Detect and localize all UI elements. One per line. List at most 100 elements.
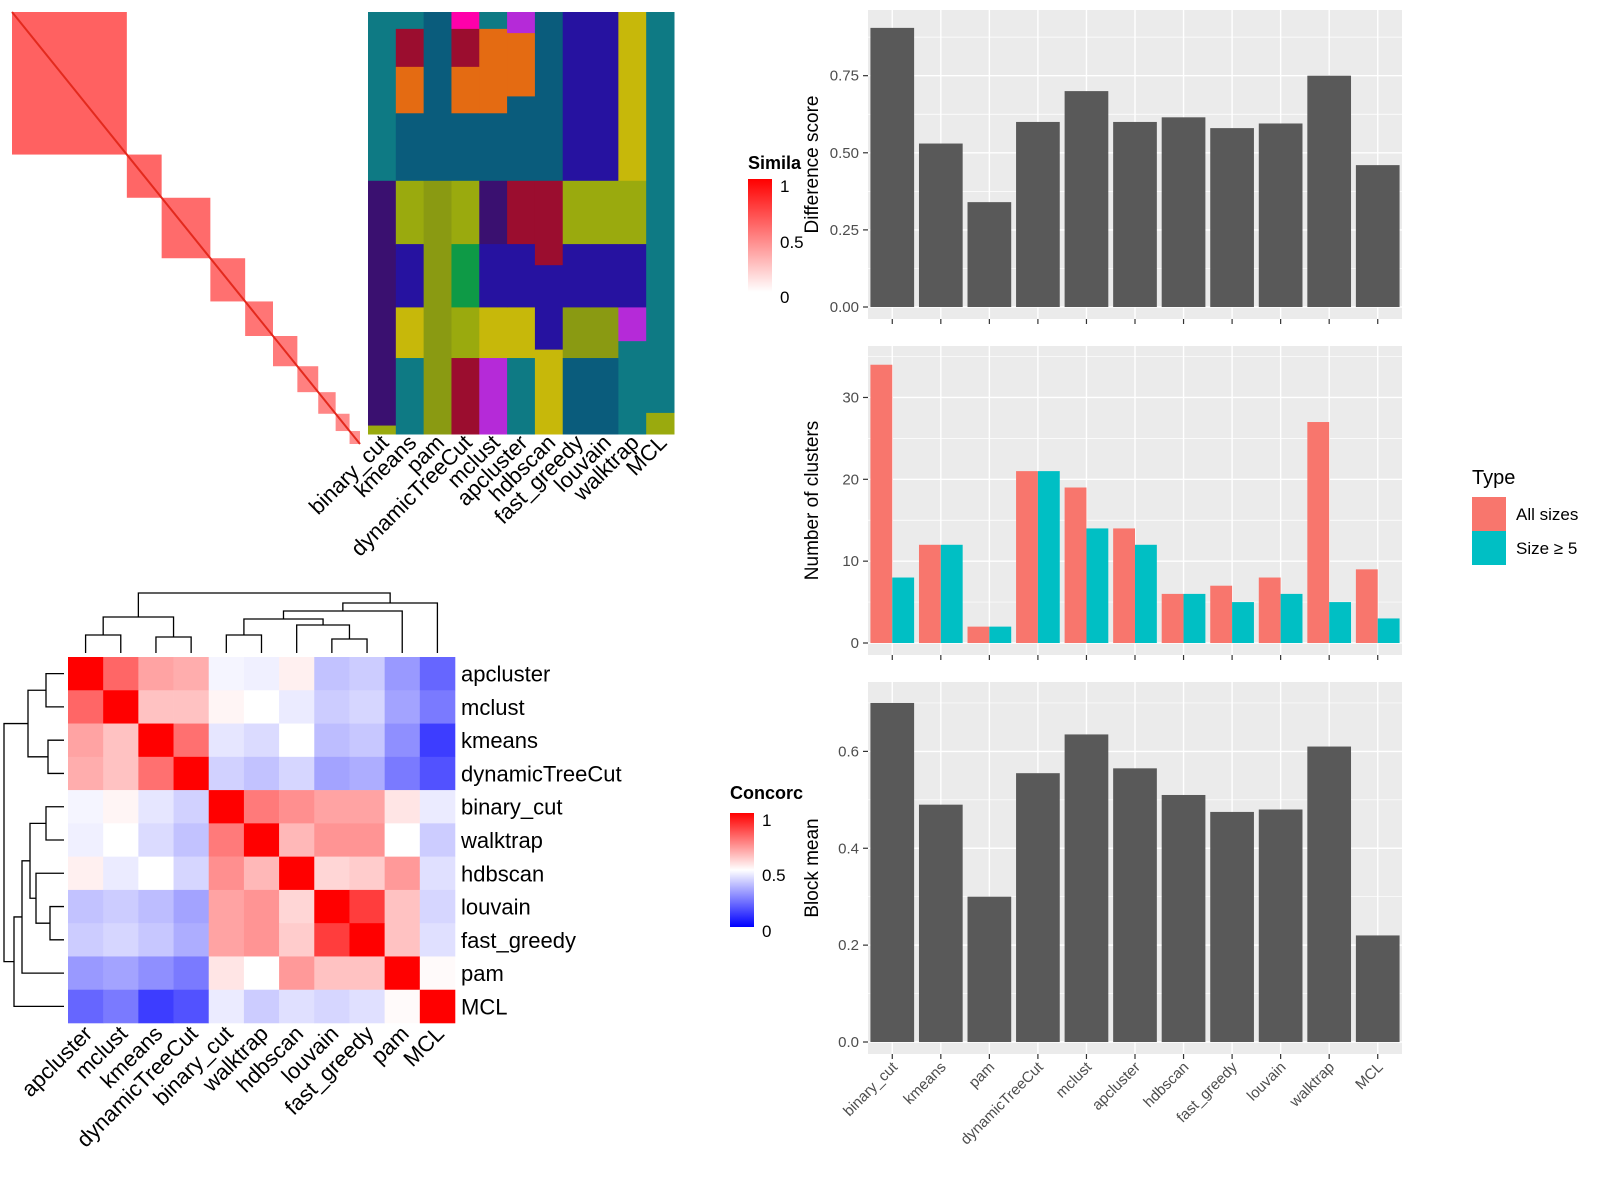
y-axis-title: Block mean (802, 818, 823, 917)
concordance-cell-kmeans-dynamicTreeCut (173, 723, 210, 758)
concordance-legend-colorbar (730, 813, 754, 927)
class-cell-pam (423, 12, 452, 182)
bar-louvain (1258, 123, 1303, 307)
y-tick-label: 0.0 (838, 1034, 859, 1051)
concordance-cell-binary_cut-binary_cut (208, 790, 245, 824)
concordance-cell-MCL-fast_greedy (349, 989, 385, 1024)
bar-mclust (1064, 734, 1109, 1042)
concordance-cell-mclust-dynamicTreeCut (173, 690, 210, 724)
concordance-cell-fast_greedy-louvain (314, 923, 350, 957)
concordance-cell-louvain-mclust (103, 889, 139, 924)
similarity-legend-title: Simila (748, 153, 802, 173)
concordance-cell-MCL-apcluster (68, 989, 104, 1024)
class-cell-dynamicTreeCut (451, 66, 480, 114)
class-cell-walktrap (618, 12, 647, 182)
concordance-cell-pam-walktrap (243, 956, 280, 991)
class-cell-fast_greedy (562, 12, 592, 182)
dendrogram-branch (21, 860, 64, 974)
bar-size-ge-5-binary_cut (892, 577, 915, 643)
bar-pam (967, 896, 1012, 1042)
class-cell-walktrap (618, 341, 647, 435)
x-tick-label: mclust (1053, 1058, 1096, 1101)
concordance-cell-mclust-hdbscan (279, 690, 315, 724)
concordance-row-label: binary_cut (461, 795, 563, 820)
class-cell-dynamicTreeCut (451, 244, 480, 308)
class-cell-dynamicTreeCut (451, 307, 480, 359)
bar-size-ge-5-louvain (1280, 593, 1303, 643)
bar-walktrap (1307, 746, 1352, 1042)
concordance-cell-binary_cut-dynamicTreeCut (173, 790, 210, 824)
concordance-cell-pam-louvain (314, 956, 350, 991)
concordance-cell-MCL-dynamicTreeCut (173, 989, 210, 1024)
concordance-cell-pam-hdbscan (279, 956, 315, 991)
concordance-cell-walktrap-pam (384, 823, 421, 857)
concordance-cell-binary_cut-MCL (419, 790, 456, 824)
concordance-cell-apcluster-MCL (419, 657, 456, 691)
x-tick-label: dynamicTreeCut (957, 1058, 1047, 1148)
similarity-diagonal (11, 11, 361, 445)
concordance-cell-mclust-mclust (103, 690, 139, 724)
concordance-cell-fast_greedy-MCL (419, 923, 456, 957)
class-cell-louvain (590, 12, 619, 182)
dendrogram-branch (137, 592, 391, 617)
class-cell-apcluster (507, 180, 536, 245)
concordance-cell-louvain-kmeans (138, 889, 174, 924)
dendrogram-branch (45, 806, 64, 841)
concordance-cell-dynamicTreeCut-MCL (419, 756, 456, 791)
concordance-cell-hdbscan-kmeans (138, 856, 174, 891)
class-cell-hdbscan (534, 265, 564, 351)
class-cell-walktrap (618, 180, 647, 245)
concordance-cell-binary_cut-kmeans (138, 790, 174, 824)
type-legend: Type All sizes Size ≥ 5 (1472, 467, 1578, 565)
concordance-cell-louvain-walktrap (243, 889, 280, 924)
concordance-cell-apcluster-walktrap (243, 657, 280, 691)
y-tick-label: 0.6 (838, 743, 859, 760)
x-tick-label: louvain (1244, 1059, 1290, 1105)
dendrogram-branch (27, 689, 48, 758)
y-tick-label: 0.25 (830, 222, 859, 239)
concordance-cell-fast_greedy-walktrap (243, 923, 280, 957)
concordance-cell-dynamicTreeCut-hdbscan (279, 756, 315, 791)
concordance-cell-MCL-binary_cut (208, 989, 245, 1024)
concordance-cell-kmeans-walktrap (243, 723, 280, 758)
concordance-heatmap: apcluster mclust kmeans dynamicTreeCut binar… (3, 592, 622, 1152)
concordance-cell-fast_greedy-kmeans (138, 923, 174, 957)
bar-all-sizes-dynamicTreeCut (1016, 471, 1038, 643)
legend-label-size-ge-5: Size ≥ 5 (1516, 539, 1577, 558)
concordance-row-label: pam (461, 961, 504, 986)
class-cell-louvain (590, 244, 619, 308)
class-cell-mclust (479, 358, 508, 435)
concordance-row-label: MCL (461, 994, 507, 1019)
bar-pam (967, 202, 1012, 307)
y-tick-label: 10 (842, 553, 859, 570)
concordance-cell-pam-mclust (103, 956, 139, 991)
dendrogram-branch (282, 610, 403, 653)
bar-hdbscan (1161, 117, 1206, 308)
class-cell-kmeans (395, 113, 425, 182)
concordance-cell-pam-kmeans (138, 956, 174, 991)
concordance-cell-binary_cut-louvain (314, 790, 350, 824)
x-tick-label: kmeans (900, 1059, 949, 1108)
class-cell-binary_cut (368, 425, 397, 435)
concordance-cell-mclust-apcluster (68, 690, 104, 724)
concordance-cell-fast_greedy-hdbscan (279, 923, 315, 957)
concordance-cell-walktrap-hdbscan (279, 823, 315, 857)
bar-all-sizes-binary_cut (870, 364, 893, 643)
row-dendrogram (3, 672, 64, 1008)
class-cell-hdbscan (534, 180, 564, 266)
class-cell-walktrap (618, 244, 647, 308)
concordance-cell-walktrap-walktrap (243, 823, 280, 857)
concordance-cell-kmeans-binary_cut (208, 723, 245, 758)
bar-size-ge-5-pam (989, 626, 1012, 643)
bar-size-ge-5-MCL (1377, 618, 1400, 643)
bar-dynamicTreeCut (1016, 121, 1060, 308)
bar-all-sizes-louvain (1258, 577, 1281, 643)
class-cell-mclust (479, 28, 508, 114)
class-cell-kmeans (395, 307, 425, 359)
concordance-cell-fast_greedy-pam (384, 923, 421, 957)
dendrogram-branch (155, 636, 192, 653)
dendrogram-branch (3, 722, 28, 963)
concordance-cell-pam-MCL (419, 956, 456, 991)
concordance-cell-hdbscan-MCL (419, 856, 456, 891)
bar-apcluster (1113, 768, 1157, 1042)
